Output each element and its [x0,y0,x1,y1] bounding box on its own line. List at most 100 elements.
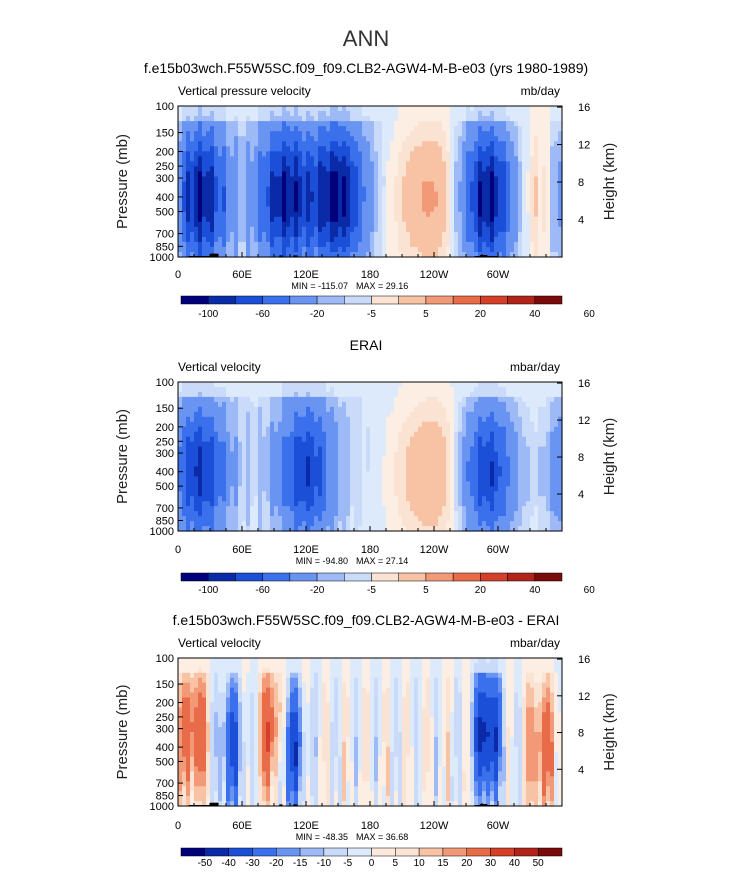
heatmap-cell [198,456,203,463]
heatmap-cell [334,136,339,142]
heatmap-cell [354,521,359,527]
heatmap-cell [390,441,395,448]
heatmap-cell [258,516,263,522]
heatmap-cell [418,126,423,132]
heatmap-cell [370,251,375,258]
heatmap-cell [330,196,335,203]
heatmap-cell [226,511,231,517]
heatmap-cell [426,146,431,152]
heatmap-cell [334,506,339,512]
heatmap-cell [262,436,267,443]
heatmap-cell [370,501,375,507]
heatmap-cell [434,186,439,193]
heatmap-cell [502,121,507,127]
heatmap-cell [530,176,535,183]
heatmap-cell [522,241,527,248]
heatmap-cell [454,146,459,152]
heatmap-cell [342,156,347,162]
heatmap-cell [378,461,383,468]
heatmap-cell [202,456,207,463]
heatmap-cell [514,236,519,243]
heatmap-cell [250,231,255,238]
heatmap-cell [242,191,247,198]
heatmap-cell [462,156,467,162]
heatmap-cell [214,106,219,112]
heatmap-cell [290,466,295,472]
heatmap-cell [398,171,403,178]
heatmap-cell [290,201,295,208]
heatmap-cell [298,491,303,497]
heatmap-cell [314,151,319,157]
heatmap-cell [466,121,471,127]
heatmap-cell [178,226,183,233]
heatmap-cell [474,166,479,173]
heatmap-cell [286,436,291,443]
heatmap-cell [266,491,271,497]
heatmap-cell [322,221,327,228]
heatmap-cell [482,126,487,132]
heatmap-cell [182,401,187,408]
heatmap-cell [386,526,391,532]
heatmap-cell [422,241,427,248]
heatmap-cell [282,126,287,132]
heatmap-cell [454,226,459,233]
heatmap-cell [430,491,435,497]
heatmap-cell [266,516,271,522]
heatmap-cell [190,111,195,117]
heatmap-cell [238,516,243,522]
heatmap-cell [542,186,547,193]
heatmap-cell [330,126,335,132]
heatmap-cell [358,382,363,388]
heatmap-cell [358,211,363,218]
heatmap-cell [322,211,327,218]
heatmap-cell [314,191,319,198]
heatmap-cell [346,186,351,193]
x-tick-label: 60W [487,269,510,281]
heatmap-cell [238,506,243,512]
heatmap-cell [438,516,443,522]
heatmap-cell [370,391,375,398]
heatmap-cell [386,236,391,243]
heatmap-cell [554,161,559,167]
heatmap-cell [526,106,531,112]
heatmap-cell [462,231,467,238]
heatmap-cell [282,406,287,413]
heatmap-cell [186,456,191,463]
heatmap-cell [178,441,183,448]
heatmap-cell [322,491,327,497]
heatmap-cell [186,511,191,517]
heatmap-cell [198,396,203,403]
heatmap-cell [258,411,263,418]
heatmap-cell [270,471,275,477]
heatmap-cell [210,526,215,532]
heatmap-cell [550,166,555,173]
heatmap-cell [298,216,303,223]
heatmap-cell [302,466,307,472]
heatmap-cell [334,156,339,162]
heatmap-cell [446,236,451,243]
heatmap-cell [518,176,523,183]
heatmap-cell [222,251,227,258]
heatmap-cell [222,481,227,487]
heatmap-cell [214,126,219,132]
heatmap-cell [362,156,367,162]
heatmap-cell [502,106,507,112]
heatmap-cell [482,111,487,117]
heatmap-cell [442,411,447,418]
heatmap-cell [426,382,431,388]
heatmap-cell [358,161,363,167]
heatmap-cell [514,146,519,152]
heatmap-cell [330,446,335,453]
heatmap-cell [386,151,391,157]
heatmap-cell [186,491,191,497]
heatmap-cell [310,106,315,112]
heatmap-cell [330,181,335,188]
heatmap-cell [330,211,335,218]
heatmap-cell [414,481,419,487]
heatmap-cell [250,156,255,162]
heatmap-cell [394,226,399,233]
heatmap-cell [462,126,467,132]
heatmap-cell [298,161,303,167]
heatmap-cell [206,406,211,413]
